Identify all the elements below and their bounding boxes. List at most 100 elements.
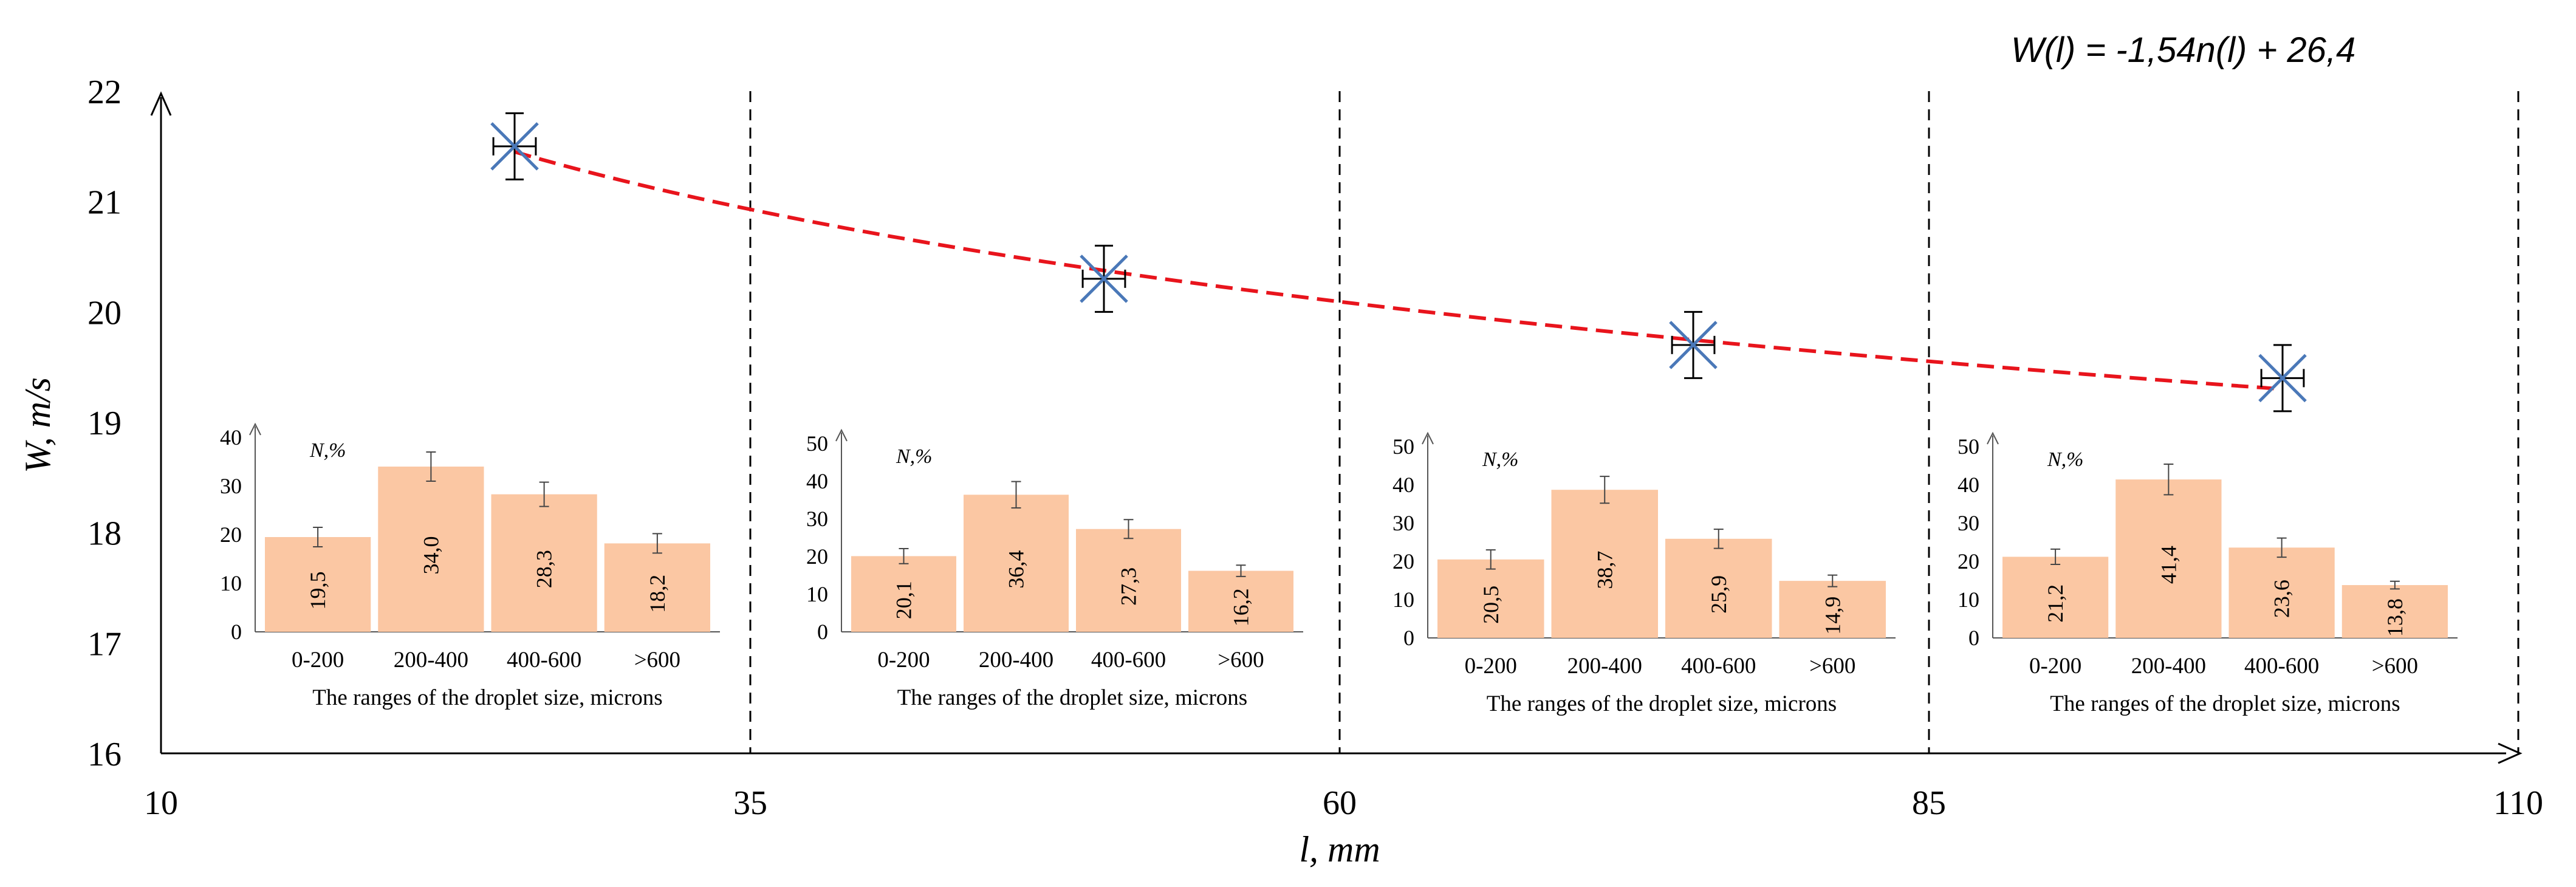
inset-bar: [964, 495, 1069, 632]
point-marker: [1669, 321, 1718, 369]
y-tick-label: 20: [87, 294, 122, 332]
inset-y-tick-label: 40: [1958, 473, 1979, 497]
inset-y-tick-label: 20: [806, 544, 828, 569]
inset-bar-value-label: 14,9: [1820, 597, 1845, 635]
main-chart: 10 35 60 85 110 16 17 18 19 20 21 22 l, mm W, m/s: [18, 74, 2543, 869]
inset-y-axis-label: N,%: [896, 445, 933, 468]
inset-category-label: 400-600: [507, 648, 581, 673]
point-marker: [1080, 255, 1128, 303]
inset-bar-value-label: 21,2: [2043, 584, 2067, 623]
inset-bar-value-label: 41,4: [2156, 546, 2180, 584]
inset-bar-value-label: 25,9: [1707, 575, 1731, 614]
x-tick-label: 10: [144, 784, 178, 822]
x-axis-title: l, mm: [1299, 829, 1380, 869]
inset-y-tick-label: 10: [1392, 587, 1414, 612]
inset-bar: [1779, 581, 1886, 638]
data-point: [1080, 244, 1128, 313]
inset-y-arrow: [249, 422, 261, 436]
inset-y-tick-label: 30: [220, 474, 242, 498]
inset-charts: 010203040N,%19,50-20034,0200-40028,3400-…: [220, 422, 2458, 716]
inset-bar: [1437, 559, 1544, 638]
inset-y-arrow: [835, 428, 848, 442]
inset-y-tick-label: 20: [1958, 549, 1979, 574]
inset-y-tick-label: 10: [220, 571, 242, 595]
x-tick-label: 85: [1912, 784, 1946, 822]
inset-bar-value-label: 16,2: [1229, 588, 1253, 626]
inset-x-axis-label: The ranges of the droplet size, microns: [2050, 691, 2400, 716]
inset-y-tick-label: 50: [1392, 434, 1414, 459]
x-tick-label: 35: [733, 784, 767, 822]
inset-chart-3: 0 10 20 30 40 50 N,% 20,5 0-200 38,7 200-400 25,9 40…: [1392, 431, 1896, 716]
inset-bar: [1076, 529, 1181, 632]
y-tick-label: 22: [87, 74, 122, 111]
inset-y-tick-label: 0: [1403, 626, 1414, 650]
inset-x-axis-label: The ranges of the droplet size, microns: [1487, 691, 1837, 716]
x-axis-arrow: [2498, 742, 2523, 764]
inset-category-label: 400-600: [2244, 654, 2319, 679]
inset-bar: [604, 543, 710, 632]
inset-bar-value-label: 38,7: [1592, 551, 1617, 589]
inset-y-tick-label: 0: [231, 620, 242, 644]
inset-bar: [1665, 538, 1772, 638]
inset-category-label: 400-600: [1681, 654, 1756, 679]
inset-chart-1: 0 10 20 30 40 N,% 19,5 0-200 34,0 200-400 28,3 400-…: [220, 422, 720, 710]
inset-category-label: 0-200: [1465, 654, 1517, 679]
inset-category-label: 0-200: [292, 648, 344, 673]
inset-bar-value-label: 20,5: [1479, 586, 1503, 624]
inset-y-arrow: [1422, 431, 1434, 445]
inset-bar: [851, 556, 956, 632]
inset-bar-value-label: 36,4: [1004, 550, 1029, 589]
inset-y-tick-label: 40: [806, 469, 828, 493]
inset-category-label: 200-400: [979, 648, 1053, 673]
inset-bar-value-label: 27,3: [1117, 567, 1141, 606]
x-tick-label: 60: [1323, 784, 1357, 822]
inset-bar-value-label: 18,2: [645, 575, 670, 613]
inset-chart-4: 0 10 20 30 40 50 N,% 21,2 0-200 41,4 200-400 23,6 40…: [1958, 431, 2458, 716]
inset-chart-2: 0 10 20 30 40 50 N,% 20,1 0-200 36,4 200-400 27,3 40…: [806, 428, 1303, 710]
x-tick-label: 110: [2493, 784, 2543, 822]
inset-category-label: 200-400: [394, 648, 468, 673]
y-tick-label: 19: [87, 405, 122, 442]
inset-y-tick-label: 30: [1958, 511, 1979, 535]
y-axis-arrow: [150, 91, 172, 116]
data-point: [2258, 344, 2307, 413]
y-tick-label: 16: [87, 736, 122, 773]
inset-y-tick-label: 40: [220, 425, 242, 450]
trendline: [514, 150, 2283, 391]
inset-x-axis-label: The ranges of the droplet size, microns: [897, 685, 1247, 710]
inset-bar: [378, 467, 484, 632]
inset-y-tick-label: 10: [806, 582, 828, 606]
y-tick-label: 21: [87, 184, 122, 222]
inset-y-arrow: [1987, 431, 1999, 445]
inset-category-label: 200-400: [1567, 654, 1642, 679]
inset-y-tick-label: 40: [1392, 473, 1414, 497]
inset-bar: [2341, 585, 2448, 638]
inset-bar: [1551, 490, 1658, 638]
inset-bar: [491, 494, 597, 632]
inset-bar: [2115, 479, 2222, 638]
point-marker: [2258, 354, 2307, 403]
inset-category-label: 400-600: [1091, 648, 1166, 673]
inset-y-tick-label: 50: [1958, 434, 1979, 459]
y-tick-label: 18: [87, 515, 122, 553]
inset-bar: [265, 537, 371, 632]
inset-y-tick-label: 10: [1958, 587, 1979, 612]
inset-bar-value-label: 20,1: [892, 581, 916, 619]
inset-y-tick-label: 20: [1392, 549, 1414, 574]
inset-y-tick-label: 0: [1968, 626, 1979, 650]
inset-y-tick-label: 30: [806, 507, 828, 531]
inset-bar: [2228, 547, 2335, 638]
inset-bar-value-label: 34,0: [419, 536, 443, 575]
inset-category-label: 0-200: [2029, 654, 2081, 679]
y-axis-title: W, m/s: [18, 377, 58, 473]
inset-y-axis-label: N,%: [2047, 448, 2084, 471]
chart-equation: W(l) = -1,54n(l) + 26,4: [2011, 30, 2355, 70]
inset-category-label: >600: [1218, 648, 1264, 673]
inset-y-tick-label: 0: [817, 620, 828, 644]
inset-x-axis-label: The ranges of the droplet size, microns: [312, 685, 662, 710]
inset-bar-value-label: 28,3: [532, 550, 557, 588]
inset-bar-value-label: 13,8: [2383, 598, 2407, 637]
inset-bar: [1188, 570, 1293, 632]
inset-y-tick-label: 20: [220, 522, 242, 547]
